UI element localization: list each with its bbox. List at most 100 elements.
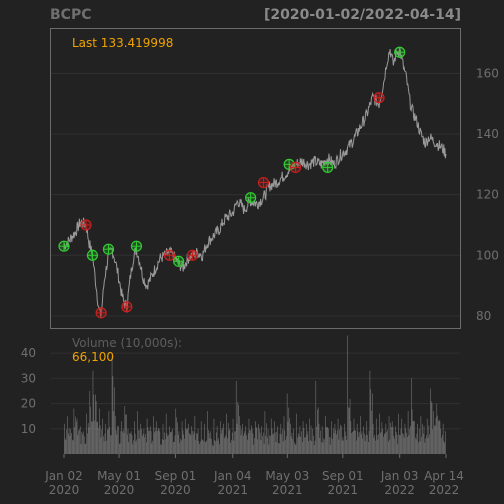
price-grid	[51, 72, 460, 317]
volume-bar	[387, 429, 388, 454]
volume-bar	[224, 436, 226, 454]
volume-bar	[313, 445, 315, 454]
volume-bar	[202, 439, 204, 454]
volume-bar	[344, 423, 345, 454]
volume-bar	[162, 423, 164, 454]
volume-bar	[270, 435, 271, 454]
volume-bar	[190, 435, 192, 454]
volume-bar	[148, 431, 149, 454]
volume-bar	[164, 432, 165, 454]
volume-bar	[354, 429, 356, 454]
volume-bar	[138, 430, 139, 454]
chart-symbol: BCPC	[50, 7, 91, 23]
volume-bar	[233, 440, 235, 454]
volume-bar	[143, 428, 145, 454]
volume-bar	[136, 439, 138, 454]
volume-bar	[174, 435, 176, 454]
volume-bar	[431, 403, 433, 454]
volume-bar	[260, 440, 262, 454]
volume-bar	[353, 418, 355, 454]
volume-bar	[79, 429, 80, 454]
x-tick-label: Jan 02	[44, 469, 83, 483]
volume-bar	[157, 430, 158, 454]
volume-bar	[217, 440, 219, 454]
volume-bar	[411, 409, 413, 454]
volume-bar	[68, 428, 70, 454]
volume-bar	[75, 421, 77, 454]
volume-bar	[424, 442, 426, 454]
volume-bar	[220, 433, 222, 454]
volume-bar	[212, 446, 214, 454]
volume-bar	[203, 440, 204, 454]
volume-bar	[71, 439, 73, 454]
volume-bar	[228, 430, 230, 454]
volume-bar	[234, 431, 235, 454]
volume-bar	[352, 430, 354, 454]
volume-bar	[160, 444, 161, 454]
volume-bar	[335, 429, 337, 454]
volume-bar	[141, 435, 143, 454]
volume-bar	[365, 435, 367, 454]
volume-bar	[184, 418, 186, 454]
volume-bar	[134, 421, 135, 454]
volume-bar	[94, 420, 95, 454]
volume-bar	[372, 423, 374, 454]
volume-bar	[139, 429, 141, 454]
volume-bar	[439, 421, 441, 454]
volume-bar	[393, 435, 395, 454]
volume-bar	[178, 431, 180, 454]
volume-bar	[201, 439, 203, 454]
volume-bar	[302, 421, 304, 454]
buy-marker	[322, 161, 334, 173]
volume-bar	[204, 423, 205, 454]
volume-bar	[391, 427, 392, 454]
price-series-line	[63, 47, 447, 318]
volume-bar	[427, 437, 429, 454]
volume-bar	[318, 423, 320, 454]
volume-panel: 10 20 30 40 Volume (10,000s): 66,100	[21, 328, 461, 454]
volume-bar	[290, 423, 291, 454]
price-axis-ticks: 80 100 120 140 160	[476, 66, 499, 322]
volume-bar	[225, 434, 227, 454]
sell-marker	[186, 249, 199, 261]
x-tick-label: Jan 04	[213, 469, 252, 483]
volume-bar	[303, 428, 305, 454]
volume-bar	[286, 436, 287, 454]
volume-bar	[99, 408, 100, 454]
volume-bar	[282, 429, 283, 454]
volume-bar	[332, 428, 334, 454]
volume-bar	[391, 421, 393, 454]
volume-bar	[106, 440, 107, 454]
volume-bar	[416, 433, 418, 454]
volume-bar	[184, 438, 185, 454]
volume-bar	[152, 440, 153, 454]
volume-bar	[294, 444, 296, 454]
volume-bar	[264, 411, 266, 454]
volume-bar	[251, 428, 253, 454]
sell-marker	[121, 301, 133, 313]
volume-bar	[298, 435, 300, 454]
volume-bar	[235, 380, 237, 454]
volume-bar	[116, 434, 118, 454]
volume-bar	[128, 442, 130, 454]
volume-bar	[253, 444, 255, 454]
volume-bar	[125, 414, 126, 454]
price-tick-label: 140	[476, 127, 499, 141]
volume-bar	[245, 426, 247, 454]
volume-bar	[151, 443, 153, 454]
volume-bar	[421, 436, 422, 454]
volume-bar	[358, 436, 360, 454]
volume-bar	[275, 442, 277, 454]
volume-bar	[218, 438, 220, 454]
volume-bar	[262, 432, 264, 454]
volume-bar	[356, 440, 357, 454]
volume-bar	[135, 441, 137, 454]
volume-bar	[107, 429, 109, 454]
volume-bar	[248, 418, 250, 454]
volume-bar	[384, 432, 386, 454]
volume-bar	[407, 411, 409, 454]
volume-bar	[211, 439, 212, 454]
volume-bar	[208, 433, 210, 454]
x-tick-label: Jan 03	[380, 469, 419, 483]
